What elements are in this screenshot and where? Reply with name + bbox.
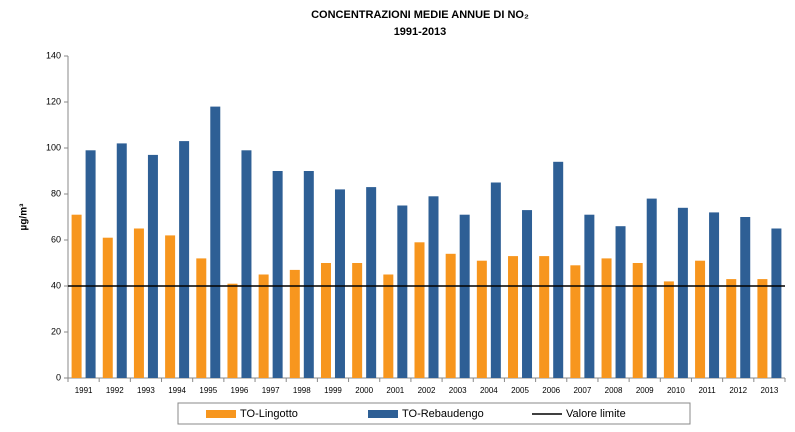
bar <box>397 205 408 378</box>
bar <box>289 269 300 378</box>
x-tick-label: 1997 <box>262 386 280 395</box>
y-tick-label: 100 <box>46 142 61 152</box>
x-tick-label: 2007 <box>573 386 591 395</box>
x-tick-label: 1996 <box>231 386 249 395</box>
bar <box>383 274 394 378</box>
x-tick-label: 2011 <box>698 386 716 395</box>
bar <box>539 256 550 378</box>
bar <box>366 187 377 378</box>
y-tick-label: 0 <box>56 372 61 382</box>
bar <box>116 143 127 378</box>
bar <box>352 263 363 378</box>
bar <box>757 279 768 378</box>
x-tick-label: 2001 <box>386 386 404 395</box>
legend-box <box>177 402 691 425</box>
bar <box>740 217 751 378</box>
bar <box>522 210 533 378</box>
y-tick-label: 40 <box>51 280 61 290</box>
x-tick-label: 2004 <box>480 386 498 395</box>
bar <box>726 279 737 378</box>
x-tick-label: 2003 <box>449 386 467 395</box>
x-tick-label: 1992 <box>106 386 124 395</box>
bar <box>695 260 706 378</box>
x-tick-label: 2005 <box>511 386 529 395</box>
bar <box>663 281 674 378</box>
bar <box>709 212 720 378</box>
bar <box>476 260 487 378</box>
bar <box>601 258 612 378</box>
x-tick-label: 1993 <box>137 386 155 395</box>
bar <box>414 242 425 378</box>
bar <box>179 141 190 378</box>
bar <box>147 154 158 378</box>
bar <box>196 258 207 378</box>
y-tick-label: 140 <box>46 50 61 60</box>
bar <box>584 214 595 378</box>
y-tick-label: 60 <box>51 234 61 244</box>
legend-swatch <box>206 410 236 418</box>
bar <box>553 161 564 378</box>
x-tick-label: 2006 <box>542 386 560 395</box>
legend-label: Valore limite <box>566 408 626 420</box>
x-tick-label: 1994 <box>168 386 186 395</box>
bar <box>320 263 331 378</box>
x-tick-label: 2008 <box>605 386 623 395</box>
x-tick-label: 2013 <box>761 386 779 395</box>
y-tick-label: 120 <box>46 96 61 106</box>
bar <box>570 265 581 378</box>
bar <box>85 150 96 378</box>
legend-label: TO-Rebaudengo <box>402 408 484 420</box>
bar <box>241 150 252 378</box>
y-tick-label: 20 <box>51 326 61 336</box>
chart-subtitle: 1991-2013 <box>394 26 447 38</box>
bar <box>165 235 176 378</box>
bar <box>508 256 519 378</box>
bar <box>615 226 626 378</box>
bar <box>133 228 144 378</box>
legend-swatch <box>368 410 398 418</box>
x-tick-label: 1999 <box>324 386 342 395</box>
bar <box>677 207 688 378</box>
y-axis-label: µg/m³ <box>19 203 30 231</box>
bar <box>334 189 345 378</box>
bar <box>272 171 283 378</box>
x-tick-label: 1995 <box>199 386 217 395</box>
x-tick-label: 2012 <box>729 386 747 395</box>
bar <box>632 263 643 378</box>
bar <box>210 106 221 378</box>
bar <box>102 237 113 378</box>
bar <box>227 283 238 378</box>
chart-title: CONCENTRAZIONI MEDIE ANNUE DI NO₂ <box>311 9 529 21</box>
x-tick-label: 1998 <box>293 386 311 395</box>
bar <box>771 228 782 378</box>
bar <box>258 274 269 378</box>
x-tick-label: 1991 <box>75 386 93 395</box>
bar <box>490 182 501 378</box>
x-tick-label: 2000 <box>355 386 373 395</box>
x-tick-label: 2009 <box>636 386 654 395</box>
x-tick-label: 2002 <box>418 386 436 395</box>
x-tick-label: 2010 <box>667 386 685 395</box>
bar <box>646 198 657 378</box>
bar <box>445 253 456 378</box>
bar <box>71 214 82 378</box>
bar <box>428 196 439 378</box>
legend-label: TO-Lingotto <box>240 408 298 420</box>
bar <box>459 214 470 378</box>
y-tick-label: 80 <box>51 188 61 198</box>
bar <box>303 171 314 378</box>
